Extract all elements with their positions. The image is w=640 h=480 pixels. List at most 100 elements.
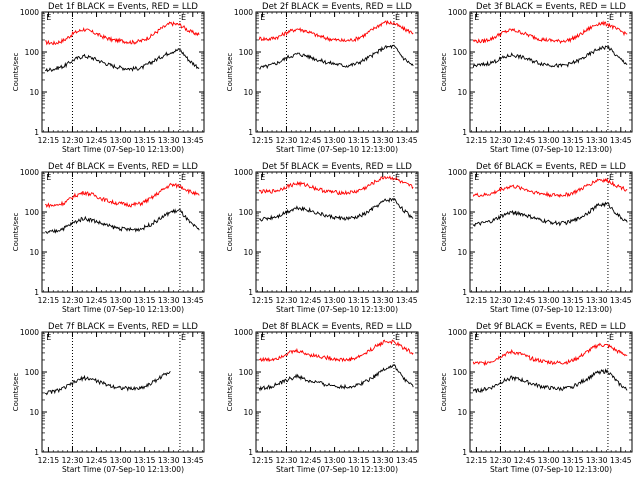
y-tick-label: 10	[29, 248, 39, 257]
event-marker-label: E	[609, 13, 614, 22]
x-tick-label: 12:30	[276, 456, 298, 465]
y-tick-label: 10	[457, 248, 467, 257]
x-axis-label: Start Time (07-Sep-10 12:13:00)	[490, 145, 612, 154]
x-tick-label: 13:45	[610, 456, 632, 465]
panel-6: Det 6f BLACK = Events, RED = LLD 1 10 100 10…	[440, 162, 633, 314]
x-tick-label: 13:30	[158, 296, 180, 305]
y-axis-label: Counts/sec	[440, 373, 448, 412]
panel-2: Det 2f BLACK = Events, RED = LLD 1 10 100 10…	[226, 2, 419, 154]
y-tick-label: 1000	[20, 168, 39, 177]
x-tick-label: 12:45	[86, 296, 108, 305]
x-tick-label: 13:15	[134, 136, 156, 145]
x-tick-label: 13:00	[538, 136, 560, 145]
y-axis-label: Counts/sec	[440, 53, 448, 92]
x-tick-label: 12:15	[38, 456, 60, 465]
x-tick-label: 12:30	[62, 456, 84, 465]
x-tick-label: 13:30	[158, 456, 180, 465]
x-tick-label: 13:15	[134, 296, 156, 305]
plot-frame	[41, 331, 205, 453]
events-series-line	[258, 364, 414, 392]
x-tick-label: 13:00	[324, 136, 346, 145]
x-tick-label: 13:00	[324, 456, 346, 465]
y-axis-label: Counts/sec	[12, 373, 20, 412]
x-tick-label: 13:45	[182, 456, 204, 465]
x-tick-label: 13:15	[134, 456, 156, 465]
x-tick-label: 12:15	[466, 136, 488, 145]
x-tick-label: 13:15	[348, 296, 370, 305]
panel-9: Det 9f BLACK = Events, RED = LLD 1 10 100 10…	[440, 322, 633, 474]
y-tick-label: 1	[248, 288, 253, 297]
event-marker-label: E	[260, 333, 265, 342]
x-tick-label: 13:30	[586, 296, 608, 305]
x-tick-label: 12:30	[490, 296, 512, 305]
panel-title: Det 8f BLACK = Events, RED = LLD	[262, 322, 412, 332]
x-axis-label: Start Time (07-Sep-10 12:13:00)	[62, 465, 184, 474]
y-tick-label: 100	[25, 48, 40, 57]
x-tick-label: 12:30	[490, 136, 512, 145]
lld-series-line	[45, 182, 200, 209]
y-tick-label: 100	[453, 368, 468, 377]
panel-5: Det 5f BLACK = Events, RED = LLD 1 10 100 10…	[226, 162, 419, 314]
event-marker-label: E	[46, 13, 51, 22]
panel-4: Det 4f BLACK = Events, RED = LLD 1 10 100 10…	[12, 162, 205, 314]
x-tick-label: 13:30	[372, 296, 394, 305]
y-tick-label: 100	[239, 48, 254, 57]
y-tick-label: 100	[453, 48, 468, 57]
plot-frame	[255, 11, 419, 133]
x-tick-label: 12:30	[276, 296, 298, 305]
x-tick-label: 12:45	[300, 296, 322, 305]
lld-series-line	[45, 20, 200, 46]
x-tick-label: 12:30	[62, 136, 84, 145]
y-tick-label: 100	[239, 208, 254, 217]
panel-title: Det 1f BLACK = Events, RED = LLD	[48, 2, 198, 12]
panel-8: Det 8f BLACK = Events, RED = LLD 1 10 100 10…	[226, 322, 419, 474]
y-tick-label: 1	[462, 288, 467, 297]
lld-series-line	[472, 342, 628, 367]
y-tick-label: 10	[29, 88, 39, 97]
x-tick-label: 12:15	[466, 296, 488, 305]
x-tick-label: 13:00	[538, 296, 560, 305]
lld-series-line	[258, 20, 414, 43]
x-tick-label: 13:15	[562, 456, 584, 465]
x-tick-label: 13:30	[586, 456, 608, 465]
x-tick-label: 13:30	[372, 136, 394, 145]
x-tick-label: 13:15	[562, 136, 584, 145]
x-tick-label: 12:15	[38, 296, 60, 305]
x-tick-label: 12:45	[300, 136, 322, 145]
x-tick-label: 13:00	[324, 296, 346, 305]
event-marker-label: E	[395, 13, 400, 22]
x-tick-label: 13:45	[182, 136, 204, 145]
x-tick-label: 13:30	[586, 136, 608, 145]
event-marker-label: E	[46, 173, 51, 182]
y-tick-label: 10	[243, 88, 253, 97]
x-tick-label: 13:00	[110, 296, 132, 305]
y-axis-label: Counts/sec	[226, 373, 234, 412]
x-tick-label: 13:45	[396, 296, 418, 305]
plot-frame	[41, 171, 205, 293]
x-tick-label: 12:15	[252, 296, 274, 305]
panel-3: Det 3f BLACK = Events, RED = LLD 1 10 100 10…	[440, 2, 633, 154]
x-tick-label: 13:15	[348, 456, 370, 465]
y-tick-label: 100	[25, 368, 40, 377]
panel-title: Det 9f BLACK = Events, RED = LLD	[476, 322, 626, 332]
events-series-line	[472, 367, 628, 394]
plot-frame	[469, 331, 633, 453]
y-tick-label: 100	[25, 208, 40, 217]
lld-series-line	[258, 339, 414, 363]
x-tick-label: 12:30	[62, 296, 84, 305]
event-marker-label: E	[474, 13, 479, 22]
event-marker-label: E	[395, 333, 400, 342]
x-axis-label: Start Time (07-Sep-10 12:13:00)	[490, 465, 612, 474]
x-tick-label: 12:15	[252, 136, 274, 145]
y-tick-label: 1	[462, 128, 467, 137]
panel-title: Det 6f BLACK = Events, RED = LLD	[476, 162, 626, 172]
y-tick-label: 1000	[234, 8, 253, 17]
x-tick-label: 12:45	[514, 136, 536, 145]
x-tick-label: 12:15	[466, 456, 488, 465]
y-tick-label: 1000	[448, 8, 467, 17]
y-tick-label: 10	[29, 408, 39, 417]
y-tick-label: 10	[243, 248, 253, 257]
panel-7: Det 7f BLACK = Events, RED = LLD 1 10 100 10…	[12, 322, 205, 474]
x-tick-label: 13:15	[562, 296, 584, 305]
x-tick-label: 13:45	[610, 296, 632, 305]
